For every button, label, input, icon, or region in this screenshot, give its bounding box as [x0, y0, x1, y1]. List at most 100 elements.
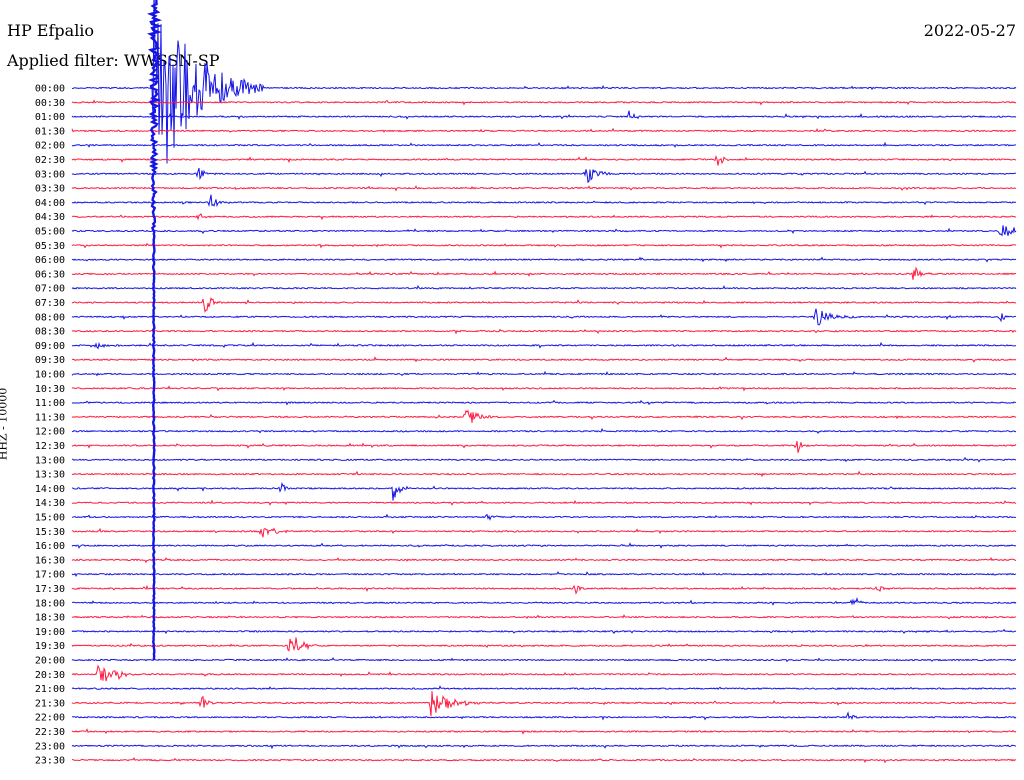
time-tick-label: 05:00	[35, 227, 65, 238]
time-tick-label: 09:00	[35, 341, 65, 352]
trace-line	[71, 194, 1016, 208]
date-label: 2022-05-27	[923, 21, 1016, 40]
time-tick-label: 11:00	[35, 398, 65, 409]
time-tick-label: 00:00	[35, 84, 65, 95]
trace-line	[71, 441, 1017, 453]
time-tick-label: 16:30	[35, 555, 65, 566]
trace-line	[71, 685, 1017, 690]
time-tick-label: 21:30	[35, 698, 65, 709]
time-tick-label: 14:00	[35, 484, 65, 495]
time-tick-label: 15:30	[35, 527, 65, 538]
time-tick-label: 20:30	[35, 670, 65, 681]
trace-line	[71, 711, 1017, 721]
trace-line	[71, 542, 1017, 549]
trace-line	[72, 596, 1017, 606]
time-tick-label: 15:00	[35, 513, 65, 524]
trace-line	[72, 456, 1017, 463]
trace-line	[71, 409, 1017, 423]
time-tick-label: 07:00	[35, 284, 65, 295]
trace-line	[71, 341, 1017, 350]
trace-line	[71, 571, 1017, 578]
time-tick-label: 03:30	[35, 184, 65, 195]
time-tick-label: 18:30	[35, 613, 65, 624]
time-tick-label: 17:00	[35, 570, 65, 581]
trace-line	[71, 141, 1017, 148]
trace-line	[71, 185, 1017, 192]
trace-line	[71, 266, 1016, 280]
time-tick-label: 14:30	[35, 498, 65, 509]
trace-line	[71, 557, 1017, 564]
trace-line	[71, 628, 1017, 635]
trace-line	[71, 427, 1017, 435]
time-tick-label: 11:30	[35, 412, 65, 423]
time-tick-label: 17:30	[35, 584, 65, 595]
trace-line	[71, 657, 1017, 663]
time-tick-label: 07:30	[35, 298, 65, 309]
trace-line	[71, 0, 1017, 164]
trace-line	[71, 356, 1017, 363]
trace-line	[71, 513, 1017, 521]
time-tick-label: 01:30	[35, 126, 65, 137]
time-tick-label: 03:00	[35, 169, 65, 180]
time-tick-label: 22:00	[35, 713, 65, 724]
time-tick-label: 20:00	[35, 656, 65, 667]
trace-line	[71, 481, 1017, 501]
time-tick-label: 16:00	[35, 541, 65, 552]
trace-line	[71, 285, 1017, 290]
time-tick-label: 00:30	[35, 98, 65, 109]
trace-line	[71, 385, 1017, 392]
trace-line	[72, 297, 1017, 313]
time-tick-label: 02:00	[35, 141, 65, 152]
trace-line	[71, 756, 1017, 764]
time-tick-label: 22:30	[35, 727, 65, 738]
time-tick-label: 10:00	[35, 370, 65, 381]
time-tick-label: 23:30	[35, 756, 65, 767]
trace-line	[71, 213, 1017, 221]
time-tick-label: 21:00	[35, 684, 65, 695]
time-tick-label: 04:30	[35, 212, 65, 223]
filter-label: Applied filter: WWSSN-SP	[7, 51, 220, 70]
time-tick-label: 02:30	[35, 155, 65, 166]
trace-line	[71, 308, 1017, 326]
trace-line	[71, 584, 1017, 595]
trace-line	[71, 744, 1017, 750]
trace-line	[71, 691, 1017, 717]
station-title: HP Efpalio	[7, 21, 95, 40]
time-tick-label: 10:30	[35, 384, 65, 395]
time-tick-label: 18:00	[35, 598, 65, 609]
saturated-event-trace	[147, 0, 163, 661]
trace-line	[71, 154, 1017, 166]
trace-line	[71, 370, 1017, 377]
trace-line	[71, 637, 1017, 652]
time-tick-label: 13:30	[35, 470, 65, 481]
time-tick-label: 19:30	[35, 641, 65, 652]
time-tick-label: 01:00	[35, 112, 65, 123]
time-tick-label: 06:00	[35, 255, 65, 266]
time-tick-label: 09:30	[35, 355, 65, 366]
time-tick-label: 06:30	[35, 269, 65, 280]
trace-line	[71, 728, 1017, 735]
trace-line	[71, 527, 1017, 538]
time-tick-label: 05:30	[35, 241, 65, 252]
trace-line	[71, 256, 1017, 263]
time-tick-label: 12:30	[35, 441, 65, 452]
trace-line	[71, 399, 1017, 406]
time-tick-label: 12:00	[35, 427, 65, 438]
trace-line	[71, 327, 1017, 335]
trace-line	[71, 99, 1017, 106]
trace-line	[71, 225, 1017, 237]
trace-line	[71, 499, 1016, 506]
trace-line	[71, 664, 1016, 682]
time-tick-label: 23:00	[35, 741, 65, 752]
time-tick-label: 19:00	[35, 627, 65, 638]
trace-line	[71, 242, 1017, 249]
time-tick-label: 13:00	[35, 455, 65, 466]
trace-line	[71, 110, 1017, 120]
trace-line	[72, 614, 1017, 620]
time-tick-label: 08:00	[35, 312, 65, 323]
time-tick-label: 08:30	[35, 327, 65, 338]
trace-line	[71, 167, 1017, 184]
trace-line	[71, 127, 1017, 133]
trace-line	[71, 470, 1017, 478]
time-tick-label: 04:00	[35, 198, 65, 209]
